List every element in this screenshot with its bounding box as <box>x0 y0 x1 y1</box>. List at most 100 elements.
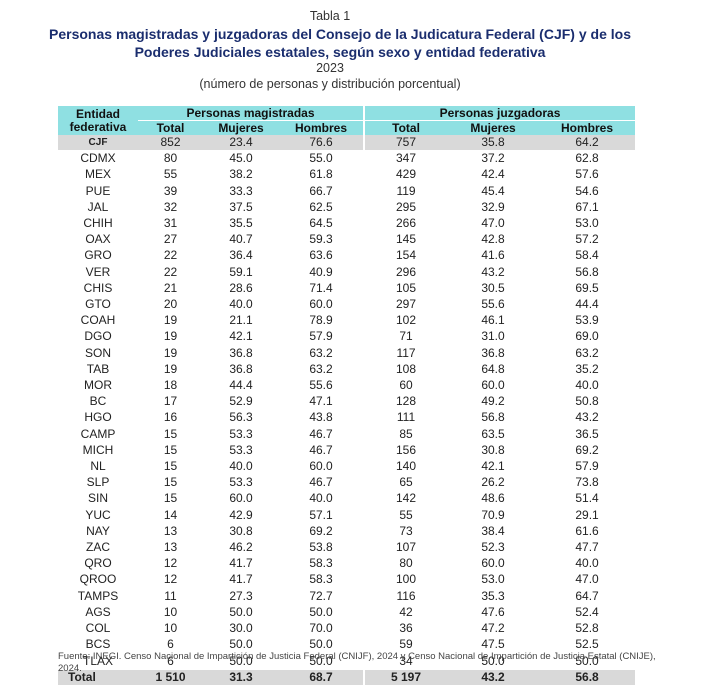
value-cell: 100 <box>363 571 448 589</box>
column-header: Hombres <box>279 120 365 135</box>
value-cell: 57.6 <box>539 166 636 184</box>
value-cell: 18 <box>138 377 203 395</box>
entity-cell: MICH <box>58 442 138 460</box>
value-cell: 51.4 <box>539 490 636 508</box>
value-cell: 31 <box>138 215 203 233</box>
value-cell: 15 <box>138 442 203 460</box>
value-cell: 44.4 <box>539 296 636 314</box>
table-row: COAH 19 21.1 78.9 102 46.1 53.9 <box>58 312 636 330</box>
value-cell: 44.4 <box>203 377 279 395</box>
value-cell: 37.2 <box>447 150 540 168</box>
entity-cell: SLP <box>58 474 138 492</box>
value-cell: 71 <box>363 328 448 346</box>
value-cell: 111 <box>363 409 448 427</box>
value-cell: 52.3 <box>447 539 540 557</box>
table-row: ZAC 13 46.2 53.8 107 52.3 47.7 <box>58 539 636 557</box>
table-row: CHIH 31 35.5 64.5 266 47.0 53.0 <box>58 215 636 233</box>
value-cell: 40.0 <box>203 458 279 476</box>
value-cell: 22 <box>138 264 203 281</box>
entity-cell: CHIS <box>58 280 138 298</box>
value-cell: 58.3 <box>279 571 365 589</box>
value-cell: 140 <box>363 458 448 476</box>
value-cell: 47.1 <box>279 393 365 411</box>
value-cell: 43.2 <box>447 669 540 686</box>
table-row: TAB 19 36.8 63.2 108 64.8 35.2 <box>58 361 636 379</box>
value-cell: 29.1 <box>539 507 636 524</box>
value-cell: 145 <box>363 231 448 249</box>
value-cell: 33.3 <box>203 183 279 200</box>
value-cell: 56.8 <box>447 409 540 427</box>
value-cell: 47.5 <box>447 636 540 654</box>
table-row: OAX 27 40.7 59.3 145 42.8 57.2 <box>58 231 636 249</box>
value-cell: 80 <box>363 555 448 573</box>
value-cell: 20 <box>138 296 203 314</box>
value-cell: 65 <box>363 474 448 492</box>
table-row: BC 17 52.9 47.1 128 49.2 50.8 <box>58 393 636 411</box>
value-cell: 21 <box>138 280 203 298</box>
column-header: Total <box>138 120 203 135</box>
table-row: JAL 32 37.5 62.5 295 32.9 67.1 <box>58 199 636 217</box>
total-row: Total 1 510 31.3 68.7 5 197 43.2 56.8 <box>58 669 636 686</box>
value-cell: 40.9 <box>279 264 365 281</box>
column-header: Total <box>363 120 448 135</box>
value-cell: 53.0 <box>447 571 540 589</box>
value-cell: 50.0 <box>279 604 365 622</box>
entity-cell: GRO <box>58 247 138 265</box>
table-row: TAMPS 11 27.3 72.7 116 35.3 64.7 <box>58 588 636 605</box>
value-cell: 13 <box>138 523 203 541</box>
entity-cell: TAB <box>58 361 138 379</box>
value-cell: 36 <box>363 620 448 638</box>
value-cell: 26.2 <box>447 474 540 492</box>
value-cell: 46.7 <box>279 442 365 460</box>
value-cell: 40.0 <box>203 296 279 314</box>
entity-cell: MOR <box>58 377 138 395</box>
table-row: MICH 15 53.3 46.7 156 30.8 69.2 <box>58 442 636 460</box>
value-cell: 27.3 <box>203 588 279 605</box>
value-cell: 60.0 <box>203 490 279 508</box>
value-cell: 66.7 <box>279 183 365 200</box>
value-cell: 105 <box>363 280 448 298</box>
table-subtitle: (número de personas y distribución porce… <box>199 77 461 91</box>
value-cell: 41.6 <box>447 247 540 265</box>
value-cell: 56.8 <box>539 264 636 281</box>
table-row: VER 22 59.1 40.9 296 43.2 56.8 <box>58 264 636 281</box>
value-cell: 41.7 <box>203 571 279 589</box>
value-cell: 62.5 <box>279 199 365 217</box>
entity-cell: QROO <box>58 571 138 589</box>
value-cell: 15 <box>138 458 203 476</box>
value-cell: 12 <box>138 571 203 589</box>
column-header: Mujeres <box>447 120 540 135</box>
value-cell: 52.4 <box>539 604 636 622</box>
value-cell: 73.8 <box>539 474 636 492</box>
value-cell: 296 <box>363 264 448 281</box>
value-cell: 142 <box>363 490 448 508</box>
value-cell: 27 <box>138 231 203 249</box>
table-row: SIN 15 60.0 40.0 142 48.6 51.4 <box>58 490 636 508</box>
value-cell: 154 <box>363 247 448 265</box>
value-cell: 32.9 <box>447 199 540 217</box>
value-cell: 19 <box>138 361 203 379</box>
value-cell: 19 <box>138 312 203 330</box>
table-row: DGO 19 42.1 57.9 71 31.0 69.0 <box>58 328 636 346</box>
value-cell: 63.2 <box>279 345 365 362</box>
table-row: QROO 12 41.7 58.3 100 53.0 47.0 <box>58 571 636 589</box>
value-cell: 10 <box>138 604 203 622</box>
value-cell: 30.5 <box>447 280 540 298</box>
value-cell: 6 <box>138 653 203 670</box>
value-cell: 58.4 <box>539 247 636 265</box>
value-cell: 36.8 <box>203 361 279 379</box>
value-cell: 63.5 <box>447 426 540 443</box>
value-cell: 63.6 <box>279 247 365 265</box>
value-cell: 69.5 <box>539 280 636 298</box>
value-cell: 53.0 <box>539 215 636 233</box>
entity-cell: BC <box>58 393 138 411</box>
value-cell: 22 <box>138 247 203 265</box>
table-row: SON 19 36.8 63.2 117 36.8 63.2 <box>58 345 636 362</box>
value-cell: 60.0 <box>447 377 540 395</box>
table-row: CDMX 80 45.0 55.0 347 37.2 62.8 <box>58 150 636 168</box>
entity-cell: GTO <box>58 296 138 314</box>
value-cell: 12 <box>138 555 203 573</box>
table-caption: Tabla 1 <box>309 9 351 23</box>
value-cell: 38.2 <box>203 166 279 184</box>
value-cell: 34 <box>363 653 448 670</box>
